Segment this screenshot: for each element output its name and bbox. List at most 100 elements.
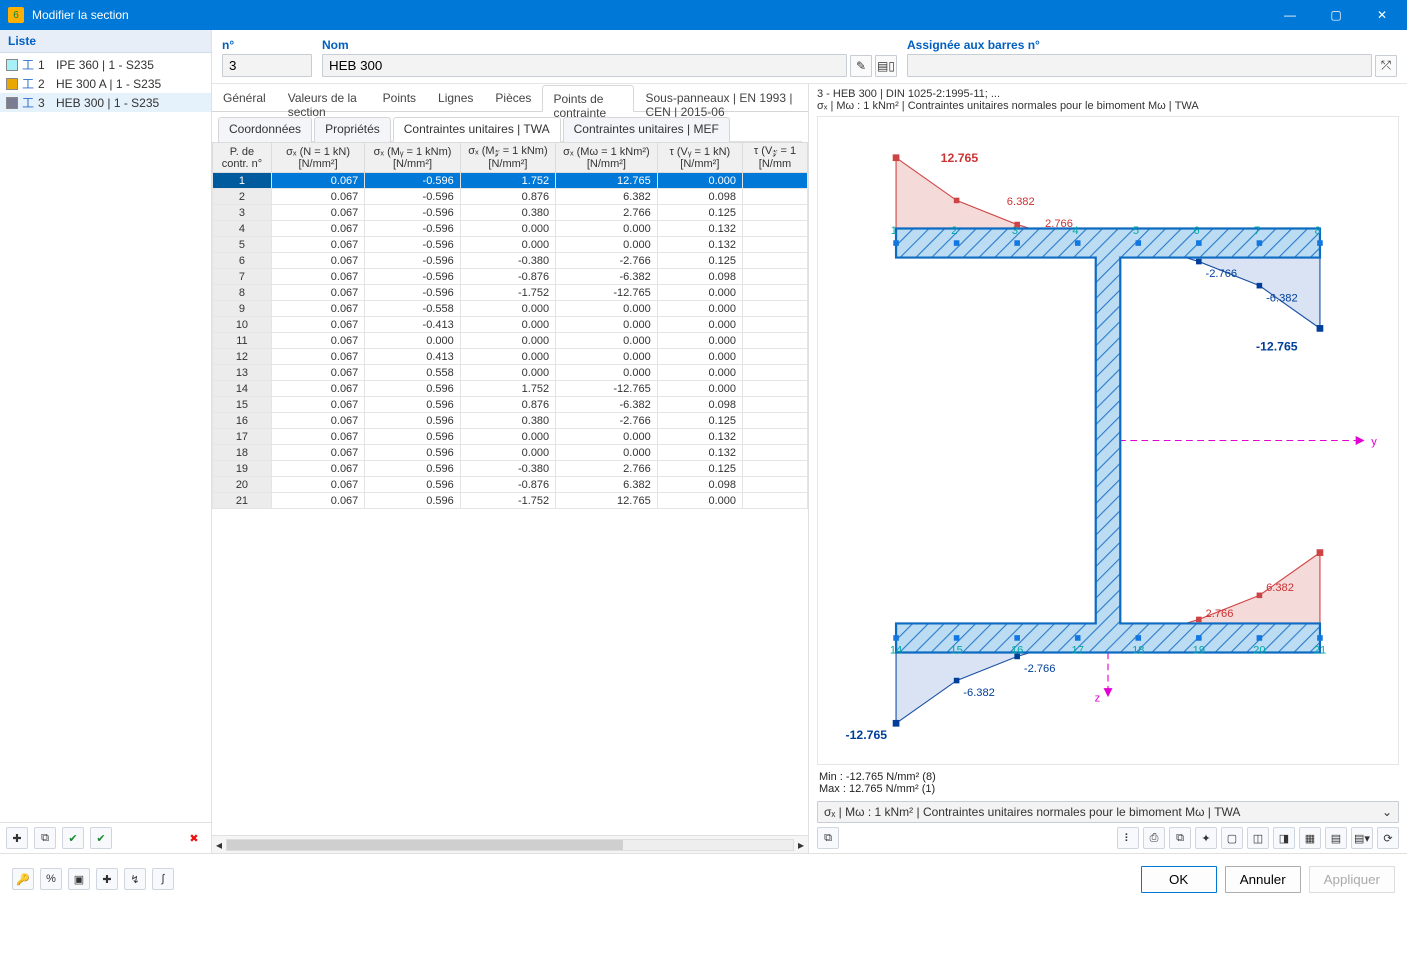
pick-bars-button[interactable]: ⤱	[1375, 55, 1397, 77]
th3b: [N/mm²]	[488, 158, 527, 170]
tab[interactable]: Points de contrainte	[542, 85, 634, 112]
cell: 0.067	[271, 237, 364, 253]
table-row[interactable]: 210.0670.596-1.75212.7650.000	[213, 493, 808, 509]
input-bars[interactable]	[907, 54, 1372, 77]
sub-tab[interactable]: Coordonnées	[218, 117, 312, 142]
viz-tool-button[interactable]: ▤▾	[1351, 827, 1373, 849]
viz-tool-button[interactable]: ◫	[1247, 827, 1269, 849]
tab[interactable]: Lignes	[427, 84, 484, 111]
viz-tool-button[interactable]: ⧉	[817, 827, 839, 849]
table-row[interactable]: 90.067-0.5580.0000.0000.000	[213, 301, 808, 317]
table-row[interactable]: 70.067-0.596-0.876-6.3820.098	[213, 269, 808, 285]
maximize-button[interactable]: ▢	[1313, 0, 1359, 30]
row-num: 2	[213, 189, 272, 205]
library-button[interactable]: ▤▯	[875, 55, 897, 77]
table-row[interactable]: 100.067-0.4130.0000.0000.000	[213, 317, 808, 333]
tab[interactable]: Points	[372, 84, 427, 111]
row-num: 6	[213, 253, 272, 269]
viz-tool-button[interactable]: ⠇	[1117, 827, 1139, 849]
cancel-button[interactable]: Annuler	[1225, 866, 1301, 893]
sub-tabs: CoordonnéesPropriétésContraintes unitair…	[218, 116, 802, 142]
table-row[interactable]: 130.0670.5580.0000.0000.000	[213, 365, 808, 381]
cell: 0.000	[657, 301, 742, 317]
table-scroll[interactable]: P. decontr. n° σₓ (N = 1 kN)[N/mm²] σₓ (…	[212, 142, 808, 835]
table-row[interactable]: 60.067-0.596-0.380-2.7660.125	[213, 253, 808, 269]
table-row[interactable]: 160.0670.5960.380-2.7660.125	[213, 413, 808, 429]
tab[interactable]: Sous-panneaux | EN 1993 | CEN | 2015-06	[634, 84, 808, 111]
list-item[interactable]: 工 3 HEB 300 | 1 - S235	[0, 93, 211, 112]
left-toolbar: ✚ ⧉ ✔ ✔ ✖	[0, 822, 211, 853]
apply-button[interactable]: Appliquer	[1309, 866, 1395, 893]
sub-tab[interactable]: Contraintes unitaires | TWA	[393, 117, 561, 142]
copy-section-button[interactable]: ⧉	[34, 827, 56, 849]
edit-name-button[interactable]: ✎	[850, 55, 872, 77]
footer-tool-button[interactable]: 🔑	[12, 868, 34, 890]
table-row[interactable]: 120.0670.4130.0000.0000.000	[213, 349, 808, 365]
check-all-button[interactable]: ✔	[90, 827, 112, 849]
footer-tool-button[interactable]: ↯	[124, 868, 146, 890]
table-row[interactable]: 180.0670.5960.0000.0000.132	[213, 445, 808, 461]
cell: 0.596	[365, 477, 460, 493]
sub-tab[interactable]: Propriétés	[314, 117, 391, 142]
tab[interactable]: Valeurs de la section	[277, 84, 372, 111]
cell	[742, 413, 807, 429]
viz-tool-button[interactable]: ✦	[1195, 827, 1217, 849]
section-list[interactable]: 工 1 IPE 360 | 1 - S235 工 2 HE 300 A | 1 …	[0, 53, 211, 822]
table-row[interactable]: 150.0670.5960.876-6.3820.098	[213, 397, 808, 413]
viz-tool-button[interactable]: ⟳	[1377, 827, 1399, 849]
cell: 0.000	[460, 349, 555, 365]
table-row[interactable]: 110.0670.0000.0000.0000.000	[213, 333, 808, 349]
input-n[interactable]	[222, 54, 312, 77]
close-button[interactable]: ✕	[1359, 0, 1405, 30]
viz-tool-button[interactable]: ⎙	[1143, 827, 1165, 849]
footer-tool-button[interactable]: ∫	[152, 868, 174, 890]
cell: 0.596	[365, 429, 460, 445]
check-used-button[interactable]: ✔	[62, 827, 84, 849]
table-row[interactable]: 170.0670.5960.0000.0000.132	[213, 429, 808, 445]
cell: 0.067	[271, 173, 364, 189]
footer-tool-button[interactable]: ✚	[96, 868, 118, 890]
input-nom[interactable]	[322, 54, 847, 77]
viz-combo[interactable]: σₓ | Mω : 1 kNm² | Contraintes unitaires…	[817, 801, 1399, 823]
table-row[interactable]: 80.067-0.596-1.752-12.7650.000	[213, 285, 808, 301]
h-scrollbar[interactable]: ◂▸	[212, 835, 808, 853]
cell: 0.098	[657, 189, 742, 205]
cell: 0.000	[657, 349, 742, 365]
viz-tool-button[interactable]: ⧉	[1169, 827, 1191, 849]
sub-tab[interactable]: Contraintes unitaires | MEF	[563, 117, 730, 142]
list-item[interactable]: 工 2 HE 300 A | 1 - S235	[0, 74, 211, 93]
cell: 0.067	[271, 477, 364, 493]
new-section-button[interactable]: ✚	[6, 827, 28, 849]
minimize-button[interactable]: —	[1267, 0, 1313, 30]
footer-tool-button[interactable]: %	[40, 868, 62, 890]
table-row[interactable]: 190.0670.596-0.3802.7660.125	[213, 461, 808, 477]
table-row[interactable]: 50.067-0.5960.0000.0000.132	[213, 237, 808, 253]
delete-section-button[interactable]: ✖	[183, 827, 205, 849]
table-row[interactable]: 200.0670.596-0.8766.3820.098	[213, 477, 808, 493]
table-row[interactable]: 30.067-0.5960.3802.7660.125	[213, 205, 808, 221]
cell: 0.000	[460, 365, 555, 381]
viz-tool-button[interactable]: ◨	[1273, 827, 1295, 849]
viz-tool-button[interactable]: ▢	[1221, 827, 1243, 849]
table-row[interactable]: 10.067-0.5961.75212.7650.000	[213, 173, 808, 189]
table-row[interactable]: 20.067-0.5960.8766.3820.098	[213, 189, 808, 205]
list-item-num: 2	[38, 77, 52, 91]
svg-text:21: 21	[1314, 645, 1326, 657]
section-diagram[interactable]: yz12345678141516171819202112.7656.3822.7…	[817, 116, 1399, 765]
tab[interactable]: Général	[212, 84, 277, 111]
tab[interactable]: Pièces	[484, 84, 542, 111]
cell: 0.067	[271, 189, 364, 205]
ok-button[interactable]: OK	[1141, 866, 1217, 893]
table-row[interactable]: 40.067-0.5960.0000.0000.132	[213, 221, 808, 237]
cell: -0.596	[365, 221, 460, 237]
table-row[interactable]: 140.0670.5961.752-12.7650.000	[213, 381, 808, 397]
cell: 0.000	[657, 333, 742, 349]
list-item[interactable]: 工 1 IPE 360 | 1 - S235	[0, 55, 211, 74]
viz-tool-button[interactable]: ▤	[1325, 827, 1347, 849]
row-num: 11	[213, 333, 272, 349]
cell	[742, 397, 807, 413]
row-num: 9	[213, 301, 272, 317]
footer-tool-button[interactable]: ▣	[68, 868, 90, 890]
row-num: 21	[213, 493, 272, 509]
viz-tool-button[interactable]: ▦	[1299, 827, 1321, 849]
